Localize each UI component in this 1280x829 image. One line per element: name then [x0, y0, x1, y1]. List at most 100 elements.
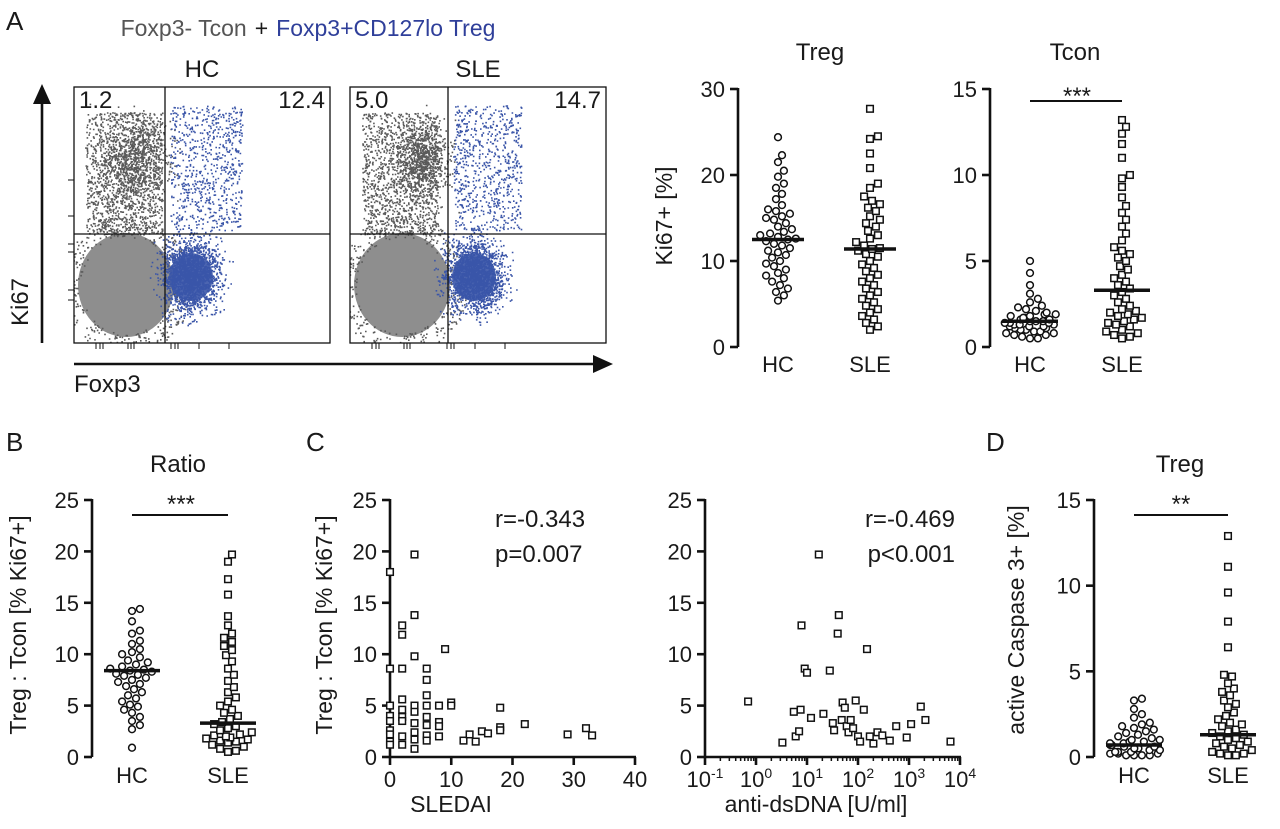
data-point-hc: [119, 671, 129, 680]
data-point-sle: [1247, 746, 1256, 755]
x-tick-hc: HC: [116, 763, 148, 788]
data-point-sle: [1125, 301, 1134, 310]
data-point-hc: [779, 227, 789, 236]
data-point-sle: [1219, 696, 1229, 705]
x-tick-label: 101: [791, 765, 823, 792]
data-point: [385, 730, 395, 739]
x-tick-sle: SLE: [849, 352, 891, 377]
x-tick-label: 103: [893, 765, 925, 792]
data-point: [834, 611, 843, 620]
data-point-sle: [863, 226, 873, 235]
x-tick-label: 10: [439, 767, 463, 792]
data-point-hc: [785, 243, 795, 253]
data-point-hc: [127, 639, 137, 649]
data-point-sle: [227, 637, 237, 646]
data-point: [840, 703, 849, 712]
data-point-hc: [1133, 730, 1143, 739]
data-point-hc: [775, 280, 785, 290]
y-tick-label: 0: [67, 745, 79, 770]
data-point-sle: [229, 670, 238, 679]
data-point-sle: [223, 557, 233, 566]
data-point: [459, 736, 468, 745]
data-point-sle: [1218, 722, 1227, 731]
data-point: [588, 731, 597, 740]
facs-y-arrow-head: [33, 84, 51, 104]
x-tick-hc: HC: [762, 352, 794, 377]
data-point-sle: [227, 646, 237, 655]
data-point-sle: [865, 212, 875, 221]
y-tick-label: 20: [701, 163, 725, 188]
data-point-sle: [1227, 672, 1237, 681]
data-point: [851, 696, 860, 705]
data-point-sle: [865, 274, 875, 283]
data-point-sle: [227, 550, 237, 559]
data-point-sle: [1131, 306, 1140, 315]
data-point-sle: [1110, 243, 1119, 252]
data-point-sle: [1223, 751, 1233, 760]
data-point-sle: [219, 633, 229, 642]
data-point: [398, 695, 407, 704]
x-tick-label: 10-1: [687, 765, 724, 792]
data-point: [385, 567, 395, 577]
data-point: [410, 744, 419, 753]
y-tick-label: 25: [668, 488, 692, 513]
data-point-sle: [219, 708, 229, 717]
data-point-hc: [777, 212, 787, 221]
data-point-hc: [1025, 256, 1035, 266]
data-point-hc: [773, 172, 783, 181]
data-point-hc: [1149, 725, 1158, 734]
data-point-hc: [1137, 710, 1147, 719]
data-point-sle: [229, 683, 238, 692]
data-point-sle: [1123, 265, 1132, 274]
data-point: [398, 716, 407, 726]
data-point-sle: [869, 281, 879, 290]
data-point-sle: [865, 149, 875, 158]
treg-population: [169, 253, 213, 301]
data-point-sle: [1117, 236, 1127, 245]
data-point-sle: [865, 164, 875, 173]
data-point: [385, 740, 395, 749]
data-point-hc: [137, 688, 147, 697]
x-tick-label: 102: [842, 765, 874, 792]
data-point-hc: [1129, 713, 1139, 722]
plot-ratio: Ratio Treg : Tcon [% Ki67+] HC SLE *** 0…: [5, 451, 256, 788]
data-point-hc: [765, 229, 775, 238]
data-point-sle: [861, 301, 871, 310]
data-point-sle: [1223, 531, 1233, 541]
data-point-sle: [1112, 320, 1121, 329]
data-point-sle: [1117, 246, 1127, 255]
plot-caspase: Treg active Caspase 3+ [%] HC SLE ** 0 5 1…: [1003, 451, 1256, 788]
data-point-sle: [1110, 330, 1119, 340]
data-point-hc: [1025, 268, 1035, 278]
panel-label-a: A: [6, 6, 24, 36]
data-point-hc: [1013, 303, 1023, 312]
data-point: [398, 732, 407, 741]
data-point-sle: [216, 744, 225, 753]
data-point-hc: [123, 691, 133, 700]
y-tick-label: 20: [668, 539, 692, 564]
event-dots-tcon: [85, 103, 181, 236]
data-point-hc: [1049, 329, 1058, 338]
data-point: [422, 712, 431, 721]
data-point-hc: [127, 743, 137, 752]
facs-dots-hc: [74, 103, 244, 343]
data-point-sle: [1223, 703, 1233, 712]
data-point-sle: [1225, 691, 1235, 700]
data-point-hc: [1025, 298, 1035, 307]
data-point-sle: [1117, 182, 1127, 192]
data-point-sle: [223, 664, 233, 673]
data-point-hc: [117, 697, 127, 706]
data-point-hc: [123, 656, 133, 665]
y-tick-label: 15: [55, 591, 79, 616]
data-point-hc: [1111, 747, 1120, 757]
data-point-hc: [773, 157, 783, 167]
data-point: [398, 705, 407, 714]
data-point-sle: [1117, 115, 1127, 125]
data-point-sle: [865, 183, 875, 192]
data-point-hc: [133, 670, 143, 679]
data-point-sle: [1208, 747, 1217, 756]
panel-label-d: D: [986, 427, 1005, 457]
data-point: [844, 728, 853, 737]
data-point: [833, 629, 842, 638]
data-point: [916, 702, 925, 711]
